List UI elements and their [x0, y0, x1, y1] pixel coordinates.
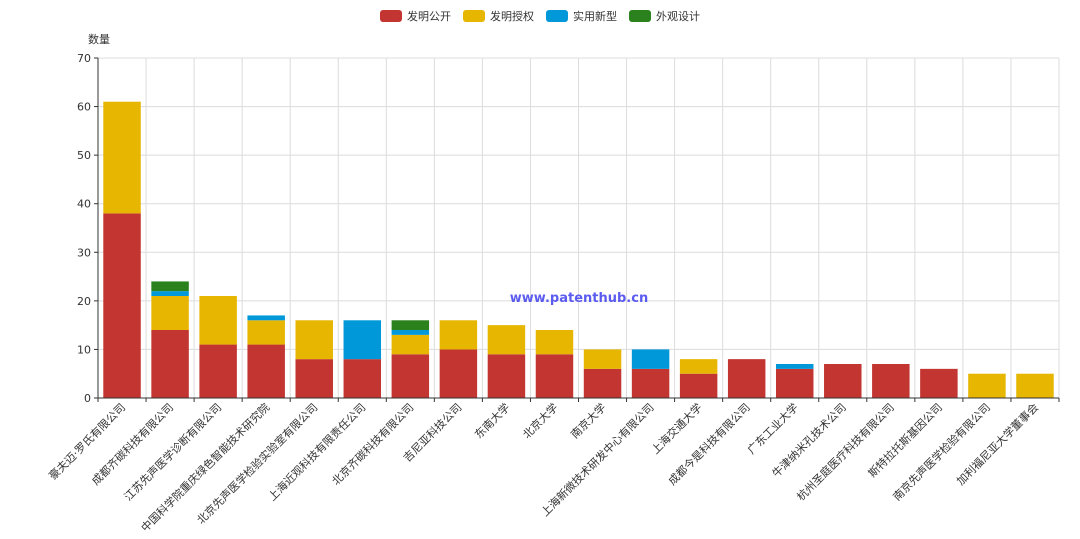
- legend-swatch: [463, 10, 485, 22]
- y-tick-labels: 0 10 20 30 40 50 60 70: [77, 52, 91, 405]
- x-category-label: 东南大学: [472, 400, 513, 441]
- bar-segment[interactable]: [391, 330, 430, 335]
- legend-swatch: [546, 10, 568, 22]
- bar-segment[interactable]: [487, 354, 526, 398]
- legend-swatch: [380, 10, 402, 22]
- bar-segment[interactable]: [247, 344, 285, 398]
- legend-label: 外观设计: [656, 10, 700, 23]
- bar-segment[interactable]: [439, 349, 478, 398]
- bar-segment[interactable]: [535, 330, 574, 355]
- x-category-label: 南京先声医学检验有限公司: [890, 400, 993, 503]
- x-category-label: 杭州圣庭医疗科技有限公司: [794, 400, 897, 503]
- y-tick-label: 10: [77, 343, 91, 356]
- bar-segment[interactable]: [583, 368, 622, 398]
- bar-segment[interactable]: [391, 320, 430, 330]
- bar-segment[interactable]: [824, 364, 862, 398]
- bar-segment[interactable]: [583, 349, 622, 369]
- x-category-label: 江苏先声医学诊断有限公司: [121, 400, 224, 503]
- x-category-label: 北京大学: [520, 400, 561, 441]
- bar-segment[interactable]: [775, 364, 814, 369]
- bars: [103, 101, 1054, 398]
- bar-segment[interactable]: [535, 354, 574, 398]
- legend-item[interactable]: 发明公开: [380, 9, 451, 23]
- bar-segment[interactable]: [199, 344, 237, 398]
- x-category-label: 上海近观科技有限责任公司: [265, 400, 368, 503]
- bar-segment[interactable]: [391, 334, 430, 355]
- legend-item[interactable]: 发明授权: [463, 9, 534, 23]
- y-tick-label: 20: [77, 295, 91, 308]
- y-tick-label: 60: [77, 101, 91, 114]
- bar-segment[interactable]: [247, 320, 285, 345]
- bar-segment[interactable]: [343, 320, 382, 360]
- x-category-label: 成都今是科技有限公司: [665, 400, 753, 488]
- y-tick-label: 50: [77, 149, 91, 162]
- legend-item[interactable]: 实用新型: [546, 9, 617, 23]
- y-tick-label: 70: [77, 52, 91, 65]
- legend-label: 发明公开: [407, 9, 451, 23]
- x-category-label: 成都齐碳科技有限公司: [89, 400, 177, 488]
- legend-label: 实用新型: [573, 9, 617, 23]
- bar-segment[interactable]: [295, 320, 333, 360]
- y-tick-label: 40: [77, 198, 91, 211]
- bar-segment[interactable]: [343, 359, 382, 398]
- axes: [94, 57, 1060, 402]
- bar-segment[interactable]: [920, 368, 958, 398]
- bar-segment[interactable]: [199, 296, 237, 345]
- bar-segment[interactable]: [775, 368, 814, 398]
- bar-segment[interactable]: [103, 101, 141, 214]
- legend: 发明公开 发明授权 实用新型 外观设计: [380, 9, 700, 23]
- legend-swatch: [629, 10, 651, 22]
- x-category-label: 加利福尼亚大学董事会: [953, 400, 1041, 488]
- bar-segment[interactable]: [103, 213, 141, 398]
- y-tick-label: 30: [77, 246, 91, 259]
- bar-segment[interactable]: [727, 359, 766, 398]
- bar-segment[interactable]: [679, 373, 718, 398]
- bar-segment[interactable]: [631, 349, 670, 369]
- bar-segment[interactable]: [487, 325, 526, 355]
- legend-label: 发明授权: [490, 9, 534, 23]
- x-category-label: 北京齐碳科技有限公司: [329, 400, 417, 488]
- y-tick-label: 0: [84, 392, 91, 405]
- watermark-text: www.patenthub.cn: [510, 291, 648, 306]
- bar-segment[interactable]: [631, 368, 670, 398]
- x-category-label: 南京大学: [568, 400, 609, 441]
- bar-segment[interactable]: [439, 320, 478, 350]
- grid-lines: [98, 57, 1060, 398]
- bar-segment[interactable]: [679, 359, 718, 374]
- bar-segment[interactable]: [295, 359, 333, 398]
- bar-segment[interactable]: [151, 291, 189, 296]
- bar-segment[interactable]: [968, 373, 1006, 398]
- y-axis-label: 数量: [88, 33, 110, 46]
- bar-segment[interactable]: [1016, 373, 1054, 398]
- bar-segment[interactable]: [151, 296, 189, 330]
- bar-segment[interactable]: [247, 315, 285, 321]
- bar-segment[interactable]: [872, 364, 910, 398]
- x-tick-labels: 豪夫迈·罗氏有限公司成都齐碳科技有限公司江苏先声医学诊断有限公司中国科学院重庆绿…: [46, 400, 1041, 534]
- bar-segment[interactable]: [151, 281, 189, 292]
- bar-segment[interactable]: [391, 354, 430, 398]
- bar-segment[interactable]: [151, 330, 189, 398]
- legend-item[interactable]: 外观设计: [629, 10, 700, 23]
